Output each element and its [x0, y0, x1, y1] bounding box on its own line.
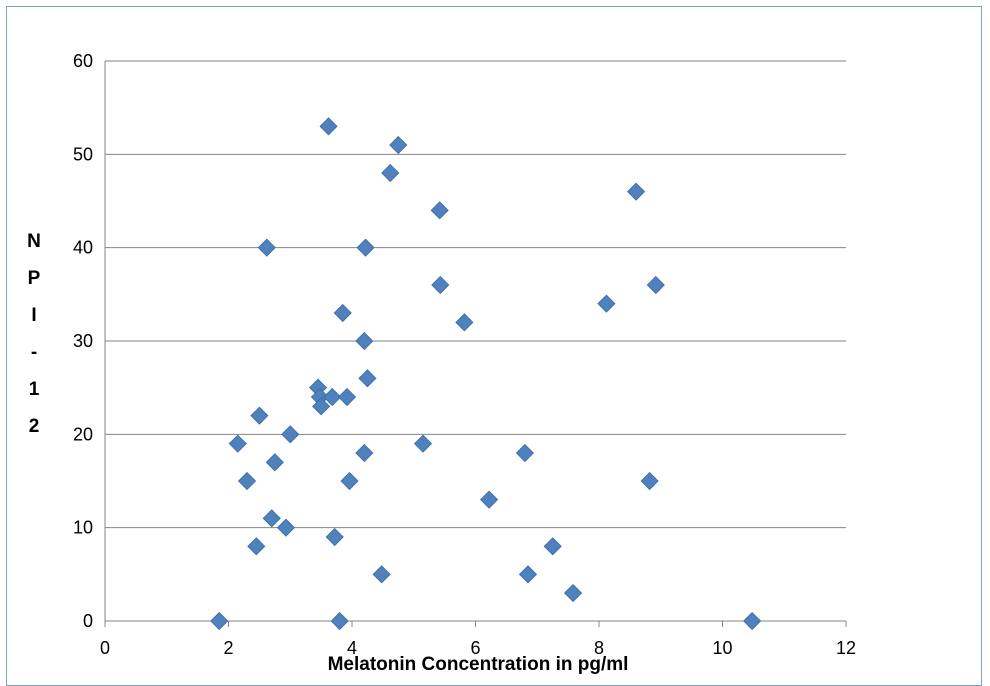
y-tick-label: 60: [73, 51, 93, 71]
data-point: [355, 443, 374, 463]
data-point: [276, 518, 295, 537]
data-point: [325, 527, 344, 547]
x-tick-label: 2: [223, 638, 233, 658]
y-axis-title-char: 1: [29, 379, 40, 400]
data-point: [210, 611, 229, 631]
data-point: [640, 471, 659, 491]
chart-frame: [6, 6, 982, 686]
data-point: [323, 387, 342, 407]
data-point: [247, 537, 266, 556]
y-axis-title-char: -: [31, 342, 37, 363]
y-tick-label: 40: [73, 238, 93, 258]
y-axis-title-char: N: [27, 231, 41, 252]
y-tick-label: 30: [73, 331, 93, 351]
x-tick-label: 10: [712, 638, 732, 658]
data-point: [389, 135, 408, 155]
data-point: [543, 537, 562, 556]
data-point: [257, 238, 276, 257]
data-point: [626, 182, 646, 201]
x-axis-title: Melatonin Concentration in pg/ml: [328, 654, 629, 675]
data-point: [563, 583, 583, 603]
gridlines: [104, 60, 847, 627]
data-point: [355, 331, 374, 351]
data-point: [431, 275, 450, 295]
data-point: [262, 509, 281, 528]
x-tick-label: 8: [594, 638, 604, 658]
data-point: [430, 201, 449, 220]
y-tick-label: 0: [83, 611, 93, 631]
x-tick-label: 0: [100, 638, 110, 658]
data-point: [381, 163, 400, 183]
data-point: [646, 275, 665, 295]
data-point: [356, 238, 375, 257]
y-axis-title: NPI - 1 2: [27, 231, 41, 437]
y-axis-title-char: P: [28, 268, 41, 289]
x-tick-label: 12: [836, 638, 856, 658]
data-point: [237, 471, 257, 491]
y-tick-label: 10: [73, 518, 93, 538]
data-point: [319, 117, 338, 136]
y-tick-label: 50: [73, 144, 93, 164]
data-point: [518, 565, 538, 584]
data-point: [372, 565, 391, 584]
data-point: [455, 313, 474, 332]
data-point: [743, 611, 762, 631]
data-point: [597, 294, 616, 313]
x-tick-label: 6: [470, 638, 480, 658]
data-point: [340, 471, 359, 491]
data-points: [210, 117, 762, 631]
x-tick-label: 4: [347, 638, 357, 658]
data-point: [413, 434, 433, 453]
y-axis-title-char: I: [31, 305, 36, 326]
data-point: [228, 434, 247, 453]
x-tick-labels: 0 2 4 6 8 10 12: [100, 638, 856, 658]
data-point: [250, 406, 269, 425]
data-point: [480, 490, 499, 509]
data-point: [358, 369, 377, 388]
data-point: [515, 443, 534, 463]
data-point: [333, 303, 352, 323]
data-point: [330, 611, 349, 631]
y-tick-label: 20: [73, 424, 93, 444]
data-point: [265, 453, 284, 472]
y-tick-labels: 0 10 20 30 40 50 60: [73, 51, 93, 631]
data-point: [281, 425, 300, 444]
data-point: [337, 387, 357, 407]
y-axis-title-char: 2: [29, 416, 40, 437]
data-point: [312, 397, 331, 416]
